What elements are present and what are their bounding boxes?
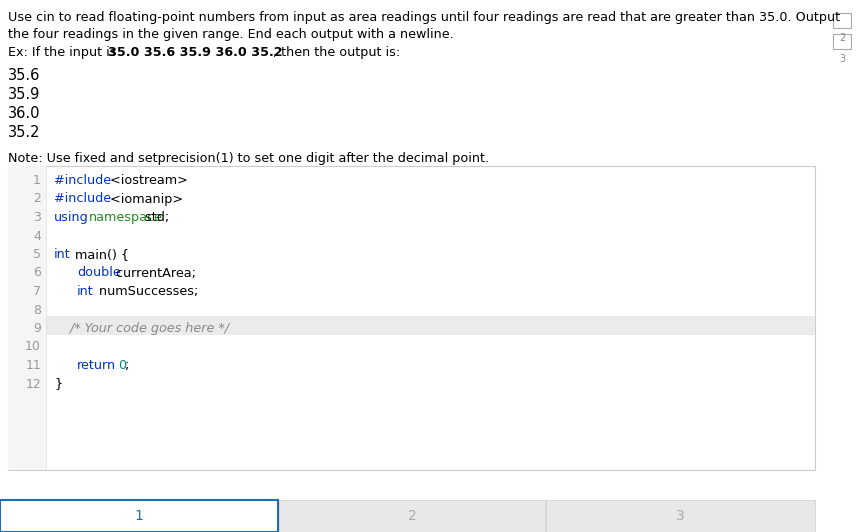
Text: 35.9: 35.9 <box>8 87 41 102</box>
Text: Use cin to read floating-point numbers from input as area readings until four re: Use cin to read floating-point numbers f… <box>8 11 840 24</box>
FancyBboxPatch shape <box>0 500 278 532</box>
Text: std;: std; <box>141 211 170 224</box>
Text: #include: #include <box>54 174 115 187</box>
Text: #include: #include <box>54 193 115 205</box>
Text: 2: 2 <box>839 33 845 43</box>
Text: Note: Use fixed and setprecision(1) to set one digit after the decimal point.: Note: Use fixed and setprecision(1) to s… <box>8 152 489 165</box>
Text: return: return <box>77 359 116 372</box>
Text: the four readings in the given range. End each output with a newline.: the four readings in the given range. En… <box>8 28 454 41</box>
Text: 2: 2 <box>33 193 41 205</box>
Text: namespace: namespace <box>89 211 163 224</box>
FancyBboxPatch shape <box>8 166 46 470</box>
Text: 3: 3 <box>676 509 685 523</box>
Text: 0: 0 <box>118 359 126 372</box>
Text: using: using <box>54 211 89 224</box>
Text: 10: 10 <box>25 340 41 353</box>
FancyBboxPatch shape <box>279 500 545 532</box>
Text: main() {: main() { <box>72 248 130 261</box>
Text: numSuccesses;: numSuccesses; <box>94 285 198 298</box>
FancyBboxPatch shape <box>546 500 815 532</box>
Text: ;: ; <box>124 359 128 372</box>
Text: double: double <box>77 267 121 279</box>
Text: 6: 6 <box>33 267 41 279</box>
Text: 35.2: 35.2 <box>8 125 41 140</box>
Text: 11: 11 <box>25 359 41 372</box>
Text: 3: 3 <box>33 211 41 224</box>
Text: 36.0: 36.0 <box>8 106 41 121</box>
Text: int: int <box>54 248 71 261</box>
Text: <iomanip>: <iomanip> <box>106 193 183 205</box>
FancyBboxPatch shape <box>833 13 851 28</box>
Text: <iostream>: <iostream> <box>106 174 188 187</box>
Text: 7: 7 <box>33 285 41 298</box>
Text: 2: 2 <box>407 509 416 523</box>
Text: 4: 4 <box>33 229 41 243</box>
Text: 35.6: 35.6 <box>8 68 41 83</box>
Text: , then the output is:: , then the output is: <box>273 46 400 59</box>
Text: 5: 5 <box>33 248 41 261</box>
Text: 12: 12 <box>25 378 41 390</box>
Text: 3: 3 <box>839 54 845 64</box>
Text: int: int <box>77 285 94 298</box>
Text: 8: 8 <box>33 303 41 317</box>
FancyBboxPatch shape <box>46 316 815 335</box>
Text: 1: 1 <box>33 174 41 187</box>
Text: 1: 1 <box>135 509 144 523</box>
FancyBboxPatch shape <box>833 34 851 49</box>
Text: 9: 9 <box>33 322 41 335</box>
Text: }: } <box>54 378 62 390</box>
FancyBboxPatch shape <box>8 166 815 470</box>
Text: currentArea;: currentArea; <box>112 267 196 279</box>
Text: Ex: If the input is: Ex: If the input is <box>8 46 120 59</box>
Text: 35.0 35.6 35.9 36.0 35.2: 35.0 35.6 35.9 36.0 35.2 <box>108 46 283 59</box>
Text: /* Your code goes here */: /* Your code goes here */ <box>54 322 229 335</box>
